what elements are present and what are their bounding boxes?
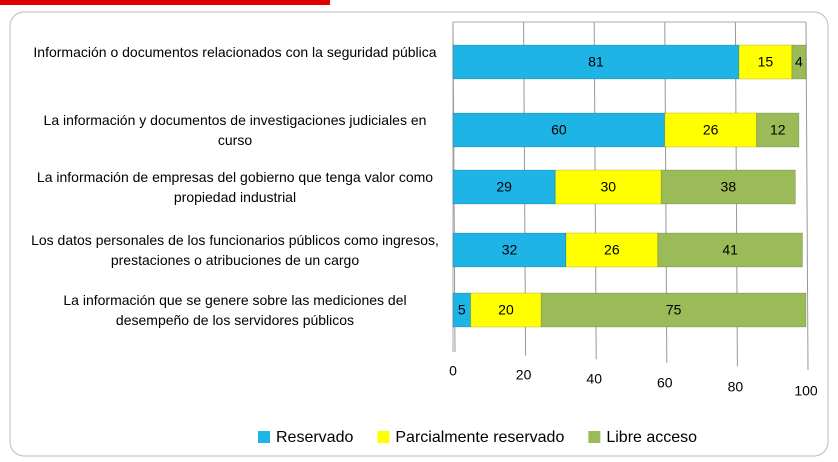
data-label: 29 [496, 179, 512, 195]
data-label: 60 [551, 122, 567, 138]
bar-segment [452, 44, 740, 80]
y-tick-label: Los datos personales de los funcionarios… [31, 232, 439, 268]
y-tick-label: La información que se genere sobre las m… [63, 292, 407, 328]
bar-segment [756, 112, 800, 148]
data-label: 75 [666, 302, 682, 318]
bar-segment [657, 232, 803, 268]
data-label: 4 [795, 54, 803, 70]
bar-segment [452, 232, 567, 268]
x-tick-label: 20 [516, 367, 532, 383]
data-label: 26 [703, 122, 719, 138]
legend-swatch [588, 431, 601, 443]
bar-segment [470, 292, 542, 328]
bar-segment [452, 169, 556, 205]
data-label: 12 [770, 122, 786, 138]
bar-segment [565, 232, 659, 268]
x-tick-label: 0 [449, 363, 457, 379]
legend-swatch [258, 431, 270, 443]
bar-segment [664, 112, 758, 148]
bar-segment [791, 44, 807, 80]
header-bar [0, 0, 330, 5]
y-tick-label: La información y documentos de investiga… [43, 112, 427, 148]
bar-segment [738, 44, 793, 80]
data-label: 20 [498, 302, 514, 318]
bar-segment [660, 169, 796, 205]
y-tick-label: La información de empresas del gobierno … [36, 169, 434, 205]
x-tick-label: 60 [657, 375, 673, 391]
x-tick-label: 100 [794, 383, 818, 399]
data-label: 26 [604, 242, 620, 258]
data-label: 81 [588, 54, 604, 70]
bar-segment [540, 292, 807, 328]
bar-segment [554, 169, 662, 205]
legend-swatch [377, 431, 390, 443]
legend-label: Reservado [276, 429, 353, 446]
data-label: 32 [502, 242, 518, 258]
legend-label: Parcialmente reservado [395, 429, 564, 446]
data-label: 15 [758, 54, 774, 70]
data-label: 41 [722, 242, 738, 258]
data-label: 30 [601, 179, 617, 195]
grid-line [805, 21, 809, 371]
legend-label: Libre acceso [606, 429, 697, 446]
data-label: 5 [458, 302, 466, 318]
data-label: 38 [721, 179, 737, 195]
y-tick-label: Información o documentos relacionados co… [33, 44, 437, 60]
x-tick-label: 40 [586, 371, 602, 387]
x-tick-label: 80 [728, 379, 744, 395]
